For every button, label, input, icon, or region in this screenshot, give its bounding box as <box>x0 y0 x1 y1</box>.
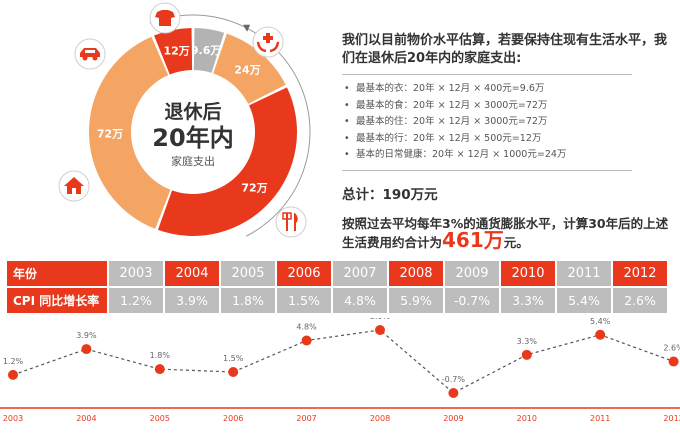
fork-knife-icon <box>275 206 307 238</box>
cpi-data-label: -0.7% <box>442 375 466 384</box>
rate-cell: 4.8% <box>333 288 387 313</box>
rate-cell: 1.8% <box>221 288 275 313</box>
x-tick-label: 2003 <box>3 414 23 423</box>
rate-cell: 5.9% <box>389 288 443 313</box>
year-cell: 2010 <box>501 261 555 286</box>
x-tick-label: 2007 <box>296 414 316 423</box>
divider <box>342 74 632 75</box>
rate-cell: 1.2% <box>109 288 163 313</box>
rate-cell: 1.5% <box>277 288 331 313</box>
cpi-line-chart: 1.2% 2003 3.9% 2004 1.8% 2005 1.5% 2006 4.8% 2007… <box>0 318 680 423</box>
year-cell: 2011 <box>557 261 611 286</box>
x-tick-label: 2005 <box>150 414 170 423</box>
year-cell: 2009 <box>445 261 499 286</box>
summary-panel: 我们以目前物价水平估算，若要保持住现有生活水平，我们在退休后20年内的家庭支出:… <box>342 32 672 251</box>
year-cell: 2006 <box>277 261 331 286</box>
center-title: 退休后 <box>164 101 221 123</box>
x-tick-label: 2010 <box>517 414 537 423</box>
donut-segment <box>193 28 225 73</box>
cpi-data-label: 1.8% <box>150 351 171 360</box>
cpi-data-point <box>228 367 239 377</box>
center-subtitle: 家庭支出 <box>171 154 215 168</box>
outer-ring-arc <box>149 14 311 237</box>
cpi-table: 年份 2003 2004 2005 2006 2007 2008 2009 2010 2011 2… <box>5 259 669 315</box>
expense-item-housing: 最基本的住：20年 × 12月 × 3000元=72万 <box>342 114 672 131</box>
expense-item-clothing: 最基本的衣：20年 × 12月 × 400元=9.6万 <box>342 81 672 98</box>
cpi-data-point <box>154 364 165 375</box>
cpi-data-point <box>448 388 459 398</box>
rate-cell: 2.6% <box>613 288 667 313</box>
donut-center <box>133 72 253 192</box>
cpi-data-point <box>595 329 606 340</box>
x-tick-label: 2012 <box>663 414 680 423</box>
medical-hands-icon <box>252 26 284 58</box>
year-cell: 2007 <box>333 261 387 286</box>
year-row-header: 年份 <box>7 261 107 286</box>
cpi-data-point <box>301 335 312 346</box>
cpi-data-label: 5.9% <box>370 318 391 321</box>
total-amount: 总计：190万元 <box>342 186 438 203</box>
x-tick-label: 2004 <box>76 414 96 423</box>
cpi-data-label: 1.2% <box>3 357 24 366</box>
donut-segment <box>89 36 171 229</box>
cpi-data-label: 1.5% <box>223 354 244 363</box>
expense-item-food: 最基本的食：20年 × 12月 × 3000元=72万 <box>342 98 672 115</box>
ring-arrow-icon <box>243 24 251 32</box>
cpi-data-label: 3.3% <box>517 337 538 346</box>
cpi-data-label: 5.4% <box>590 318 611 326</box>
rate-cell: 3.9% <box>165 288 219 313</box>
expense-list: 最基本的衣：20年 × 12月 × 400元=9.6万 最基本的食：20年 × … <box>342 81 672 164</box>
cpi-data-point <box>521 349 532 360</box>
car-icon <box>74 38 106 70</box>
x-tick-label: 2008 <box>370 414 390 423</box>
divider <box>342 169 632 171</box>
expense-item-transport: 最基本的行：20年 × 12月 × 500元=12万 <box>342 131 672 148</box>
cpi-data-point <box>81 344 92 355</box>
conclusion-suffix: 元。 <box>503 234 529 250</box>
donut-segment <box>157 87 297 236</box>
x-tick-label: 2006 <box>223 414 243 423</box>
donut-segment-label: 9.6万 <box>191 44 222 57</box>
cpi-data-point <box>8 369 18 380</box>
x-tick-label: 2009 <box>443 414 463 423</box>
rate-cell: 3.3% <box>501 288 555 313</box>
year-row: 年份 2003 2004 2005 2006 2007 2008 2009 2010 2011 2… <box>7 261 667 286</box>
cpi-data-label: 4.8% <box>296 323 317 332</box>
donut-segment-label: 72万 <box>97 128 123 141</box>
rate-cell: -0.7% <box>445 288 499 313</box>
cpi-data-point <box>375 325 385 335</box>
cpi-data-label: 2.6% <box>663 344 680 353</box>
year-cell: 2004 <box>165 261 219 286</box>
cpi-data-point <box>668 356 679 367</box>
cpi-series-line <box>12 329 674 394</box>
tshirt-icon <box>149 2 181 34</box>
donut-segment-label: 12万 <box>163 45 189 58</box>
cpi-data-label: 3.9% <box>76 331 97 340</box>
donut-segment <box>213 33 286 104</box>
year-cell: 2003 <box>109 261 163 286</box>
donut-segment-label: 24万 <box>234 63 260 76</box>
rate-cell: 5.4% <box>557 288 611 313</box>
house-icon <box>58 170 90 202</box>
year-cell: 2012 <box>613 261 667 286</box>
rate-row: CPI 同比增长率 1.2% 3.9% 1.8% 1.5% 4.8% 5.9% -0.7% 3… <box>7 288 667 313</box>
summary-intro: 我们以目前物价水平估算，若要保持住现有生活水平，我们在退休后20年内的家庭支出: <box>342 33 668 66</box>
conclusion-text: 按照过去平均每年3%的通货膨胀水平，计算30年后的上述生活费用约合计为 <box>342 215 669 250</box>
inflation-conclusion: 按照过去平均每年3%的通货膨胀水平，计算30年后的上述生活费用约合计为461万元… <box>342 215 672 251</box>
conclusion-value: 461万 <box>442 227 504 252</box>
expense-item-health: 基本的日常健康：20年 × 12月 × 1000元=24万 <box>342 147 672 164</box>
year-cell: 2008 <box>389 261 443 286</box>
rate-row-header: CPI 同比增长率 <box>7 288 107 313</box>
year-cell: 2005 <box>221 261 275 286</box>
x-tick-label: 2011 <box>590 414 610 423</box>
center-years: 20年内 <box>152 124 233 152</box>
donut-segment-label: 72万 <box>241 182 267 195</box>
donut-segment <box>154 28 193 75</box>
